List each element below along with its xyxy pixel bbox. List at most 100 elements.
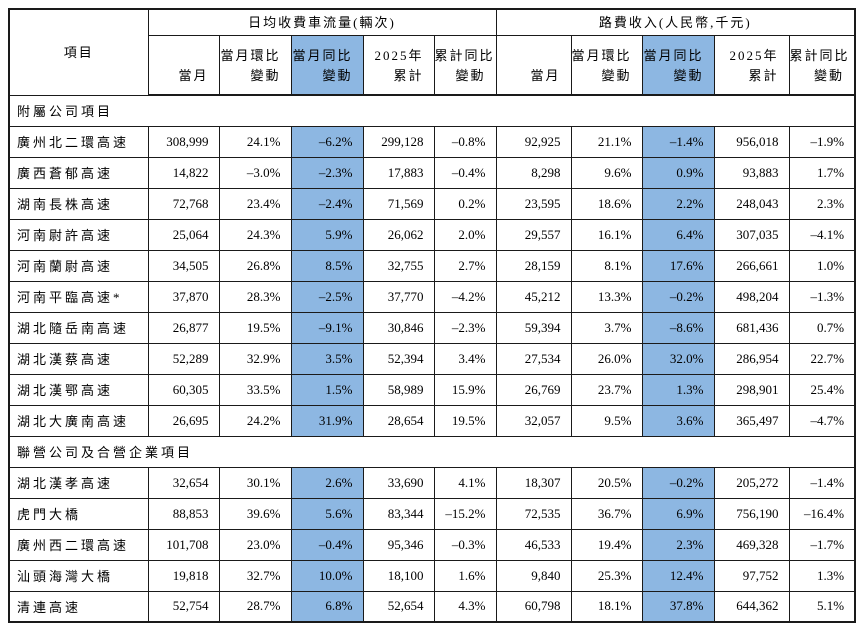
value-cell: 27,534 — [495, 342, 572, 375]
value-cell: 17,883 — [362, 156, 435, 189]
value-cell: 0.7% — [788, 311, 856, 344]
value-cell: 97,752 — [713, 559, 790, 592]
section-header-row: 附屬公司項目 — [8, 94, 856, 127]
yoy-change-value: 8.5% — [290, 249, 364, 282]
project-row: 廣州西二環高速 101,708 23.0% –0.4% 95,346 –0.3% 46,53… — [8, 528, 856, 561]
value-cell: 19.4% — [570, 528, 643, 561]
value-cell: 266,661 — [713, 249, 790, 282]
value-cell: 0.2% — [433, 187, 497, 220]
value-cell: 101,708 — [147, 528, 220, 561]
value-cell: –15.2% — [433, 497, 497, 530]
value-cell: 32.9% — [218, 342, 292, 375]
project-name: 清連高速 — [8, 590, 149, 623]
project-row: 虎門大橋 88,853 39.6% 5.6% 83,344 –15.2% 72,535 36.… — [8, 497, 856, 530]
value-cell: 26,695 — [147, 404, 220, 437]
project-name: 湖北隨岳南高速 — [8, 311, 149, 344]
yoy-change-value: 3.6% — [641, 404, 715, 437]
value-cell: 5.1% — [788, 590, 856, 623]
yoy-change-value: –0.2% — [641, 466, 715, 499]
value-cell: –3.0% — [218, 156, 292, 189]
value-cell: 29,557 — [495, 218, 572, 251]
value-cell: 52,754 — [147, 590, 220, 623]
value-cell: 26.8% — [218, 249, 292, 282]
yoy-change-value: 12.4% — [641, 559, 715, 592]
value-cell: 33.5% — [218, 373, 292, 406]
value-cell: 52,654 — [362, 590, 435, 623]
value-cell: 23.0% — [218, 528, 292, 561]
project-row: 湖北隨岳南高速 26,877 19.5% –9.1% 30,846 –2.3% 59,394… — [8, 311, 856, 344]
value-cell: 52,394 — [362, 342, 435, 375]
project-row: 湖北漢蔡高速 52,289 32.9% 3.5% 52,394 3.4% 27,534 26.… — [8, 342, 856, 375]
yoy-change-value: 2.3% — [641, 528, 715, 561]
value-cell: 45,212 — [495, 280, 572, 313]
project-name: 廣西蒼郁高速 — [8, 156, 149, 189]
value-cell: 15.9% — [433, 373, 497, 406]
value-cell: –4.2% — [433, 280, 497, 313]
value-cell: –4.7% — [788, 404, 856, 437]
value-cell: 32,755 — [362, 249, 435, 282]
value-cell: 72,535 — [495, 497, 572, 530]
value-cell: 60,798 — [495, 590, 572, 623]
project-row: 河南平臨高速* 37,870 28.3% –2.5% 37,770 –4.2% 45,212… — [8, 280, 856, 313]
value-cell: 19,818 — [147, 559, 220, 592]
project-name: 廣州北二環高速 — [8, 125, 149, 158]
header-sub-row: 當月 當月環比 變動 當月同比 變動 2025年 累計 累計同比 變動 當月 當月環比變… — [9, 34, 856, 96]
toll-data-table: 項目 日均收費車流量(輛次) 路費收入(人民幣,千元) 當月 當月環比 變動 當月… — [8, 8, 857, 623]
value-cell: 14,822 — [147, 156, 220, 189]
project-row: 廣州北二環高速 308,999 24.1% –6.2% 299,128 –0.8% 92,9… — [8, 125, 856, 158]
value-cell: 681,436 — [713, 311, 790, 344]
yoy-change-value: –9.1% — [290, 311, 364, 344]
yoy-change-value: 0.9% — [641, 156, 715, 189]
section-header-row: 聯營公司及合營企業項目 — [8, 435, 856, 468]
value-cell: 3.4% — [433, 342, 497, 375]
yoy-change-value: 6.4% — [641, 218, 715, 251]
value-cell: 25,064 — [147, 218, 220, 251]
value-cell: 46,533 — [495, 528, 572, 561]
project-name: 汕頭海灣大橋 — [8, 559, 149, 592]
value-cell: 52,289 — [147, 342, 220, 375]
project-name: 河南平臨高速* — [8, 280, 149, 313]
value-cell: 23.4% — [218, 187, 292, 220]
value-cell: 60,305 — [147, 373, 220, 406]
column-header-ytd-yoy-change: 累計同比 變動 — [433, 34, 497, 96]
value-cell: 18,307 — [495, 466, 572, 499]
value-cell: –0.4% — [433, 156, 497, 189]
value-cell: 32,057 — [495, 404, 572, 437]
value-cell: 4.3% — [433, 590, 497, 623]
value-cell: 39.6% — [218, 497, 292, 530]
value-cell: 18.1% — [570, 590, 643, 623]
group-header-revenue: 路費收入(人民幣,千元) — [495, 8, 856, 36]
value-cell: 33,690 — [362, 466, 435, 499]
value-cell: 1.0% — [788, 249, 856, 282]
project-name: 湖南長株高速 — [8, 187, 149, 220]
value-cell: 24.2% — [218, 404, 292, 437]
value-cell: 8,298 — [495, 156, 572, 189]
yoy-change-value: 1.5% — [290, 373, 364, 406]
yoy-change-value: 6.9% — [641, 497, 715, 530]
project-name: 湖北漢蔡高速 — [8, 342, 149, 375]
value-cell: 37,870 — [147, 280, 220, 313]
yoy-change-value: –8.6% — [641, 311, 715, 344]
column-header-mom-change: 當月環比 變動 — [218, 34, 292, 96]
value-cell: –2.3% — [433, 311, 497, 344]
value-cell: 25.3% — [570, 559, 643, 592]
column-header-mom-change: 當月環比 變動 — [570, 34, 643, 96]
value-cell: 469,328 — [713, 528, 790, 561]
value-cell: 298,901 — [713, 373, 790, 406]
value-cell: 59,394 — [495, 311, 572, 344]
yoy-change-value: –0.2% — [641, 280, 715, 313]
value-cell: 1.7% — [788, 156, 856, 189]
column-header-ytd-yoy-change: 累計同比 變動 — [788, 34, 856, 96]
value-cell: 32.7% — [218, 559, 292, 592]
yoy-change-value: 37.8% — [641, 590, 715, 623]
value-cell: 18,100 — [362, 559, 435, 592]
project-name: 河南尉許高速 — [8, 218, 149, 251]
value-cell: 205,272 — [713, 466, 790, 499]
value-cell: –0.3% — [433, 528, 497, 561]
column-header-yoy-change: 當月同比 變動 — [290, 34, 364, 96]
project-row: 湖北漢孝高速 32,654 30.1% 2.6% 33,690 4.1% 18,307 20.… — [8, 466, 856, 499]
column-header-current-month: 當月 — [147, 34, 220, 96]
section-label: 聯營公司及合營企業項目 — [8, 435, 856, 468]
yoy-change-value: 6.8% — [290, 590, 364, 623]
value-cell: 88,853 — [147, 497, 220, 530]
